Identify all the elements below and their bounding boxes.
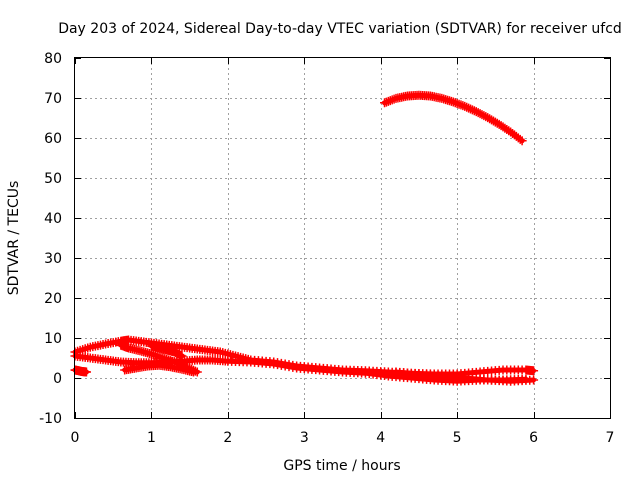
data-point	[515, 134, 525, 144]
x-tick-label: 5	[453, 430, 462, 446]
y-tick-label: 60	[44, 131, 62, 147]
label-layer: 0 1 2 3 4 5 6 7 -10 0 10 20 30 40 50 60 70 80	[39, 51, 614, 446]
y-tick-label: 10	[44, 331, 62, 347]
y-tick-label: 30	[44, 251, 62, 267]
series-1	[380, 90, 527, 146]
data-point	[477, 110, 487, 120]
y-tick-label: 80	[44, 51, 62, 67]
series-7	[146, 341, 187, 361]
chart-title: Day 203 of 2024, Sidereal Day-to-day VTE…	[58, 21, 622, 37]
data-point	[529, 366, 539, 376]
data-point	[462, 102, 472, 112]
data-point	[464, 103, 474, 113]
y-tick-label: 0	[53, 371, 62, 387]
series-8	[391, 367, 539, 386]
data-point	[471, 107, 481, 117]
x-tick-label: 3	[300, 430, 309, 446]
x-tick-label: 4	[376, 430, 385, 446]
data-point	[188, 367, 198, 377]
data-point	[529, 375, 539, 385]
x-tick-label: 6	[529, 430, 538, 446]
data-point	[475, 109, 485, 119]
x-tick-label: 0	[71, 430, 80, 446]
x-tick-label: 2	[223, 430, 232, 446]
data-point	[81, 367, 91, 377]
series-5	[120, 360, 198, 377]
y-tick-label: -10	[39, 411, 62, 427]
data-point	[177, 351, 187, 361]
data-point	[517, 136, 527, 146]
x-axis-label: GPS time / hours	[283, 458, 400, 474]
data-point	[467, 105, 477, 115]
data-point	[479, 111, 489, 121]
x-tick-label: 1	[147, 430, 156, 446]
data-point	[460, 101, 470, 111]
y-axis-label: SDTVAR / TECUs	[6, 181, 22, 296]
tick-layer	[75, 58, 611, 419]
data-point	[469, 106, 479, 116]
x-tick-label: 7	[606, 430, 615, 446]
data-point	[466, 104, 476, 114]
data-point	[473, 108, 483, 118]
y-tick-label: 50	[44, 171, 62, 187]
plot-frame	[74, 57, 611, 419]
data-point	[481, 112, 491, 122]
data-layer	[70, 90, 539, 386]
y-tick-label: 70	[44, 91, 62, 107]
y-tick-label: 40	[44, 211, 62, 227]
y-tick-label: 20	[44, 291, 62, 307]
series-6	[70, 365, 91, 377]
